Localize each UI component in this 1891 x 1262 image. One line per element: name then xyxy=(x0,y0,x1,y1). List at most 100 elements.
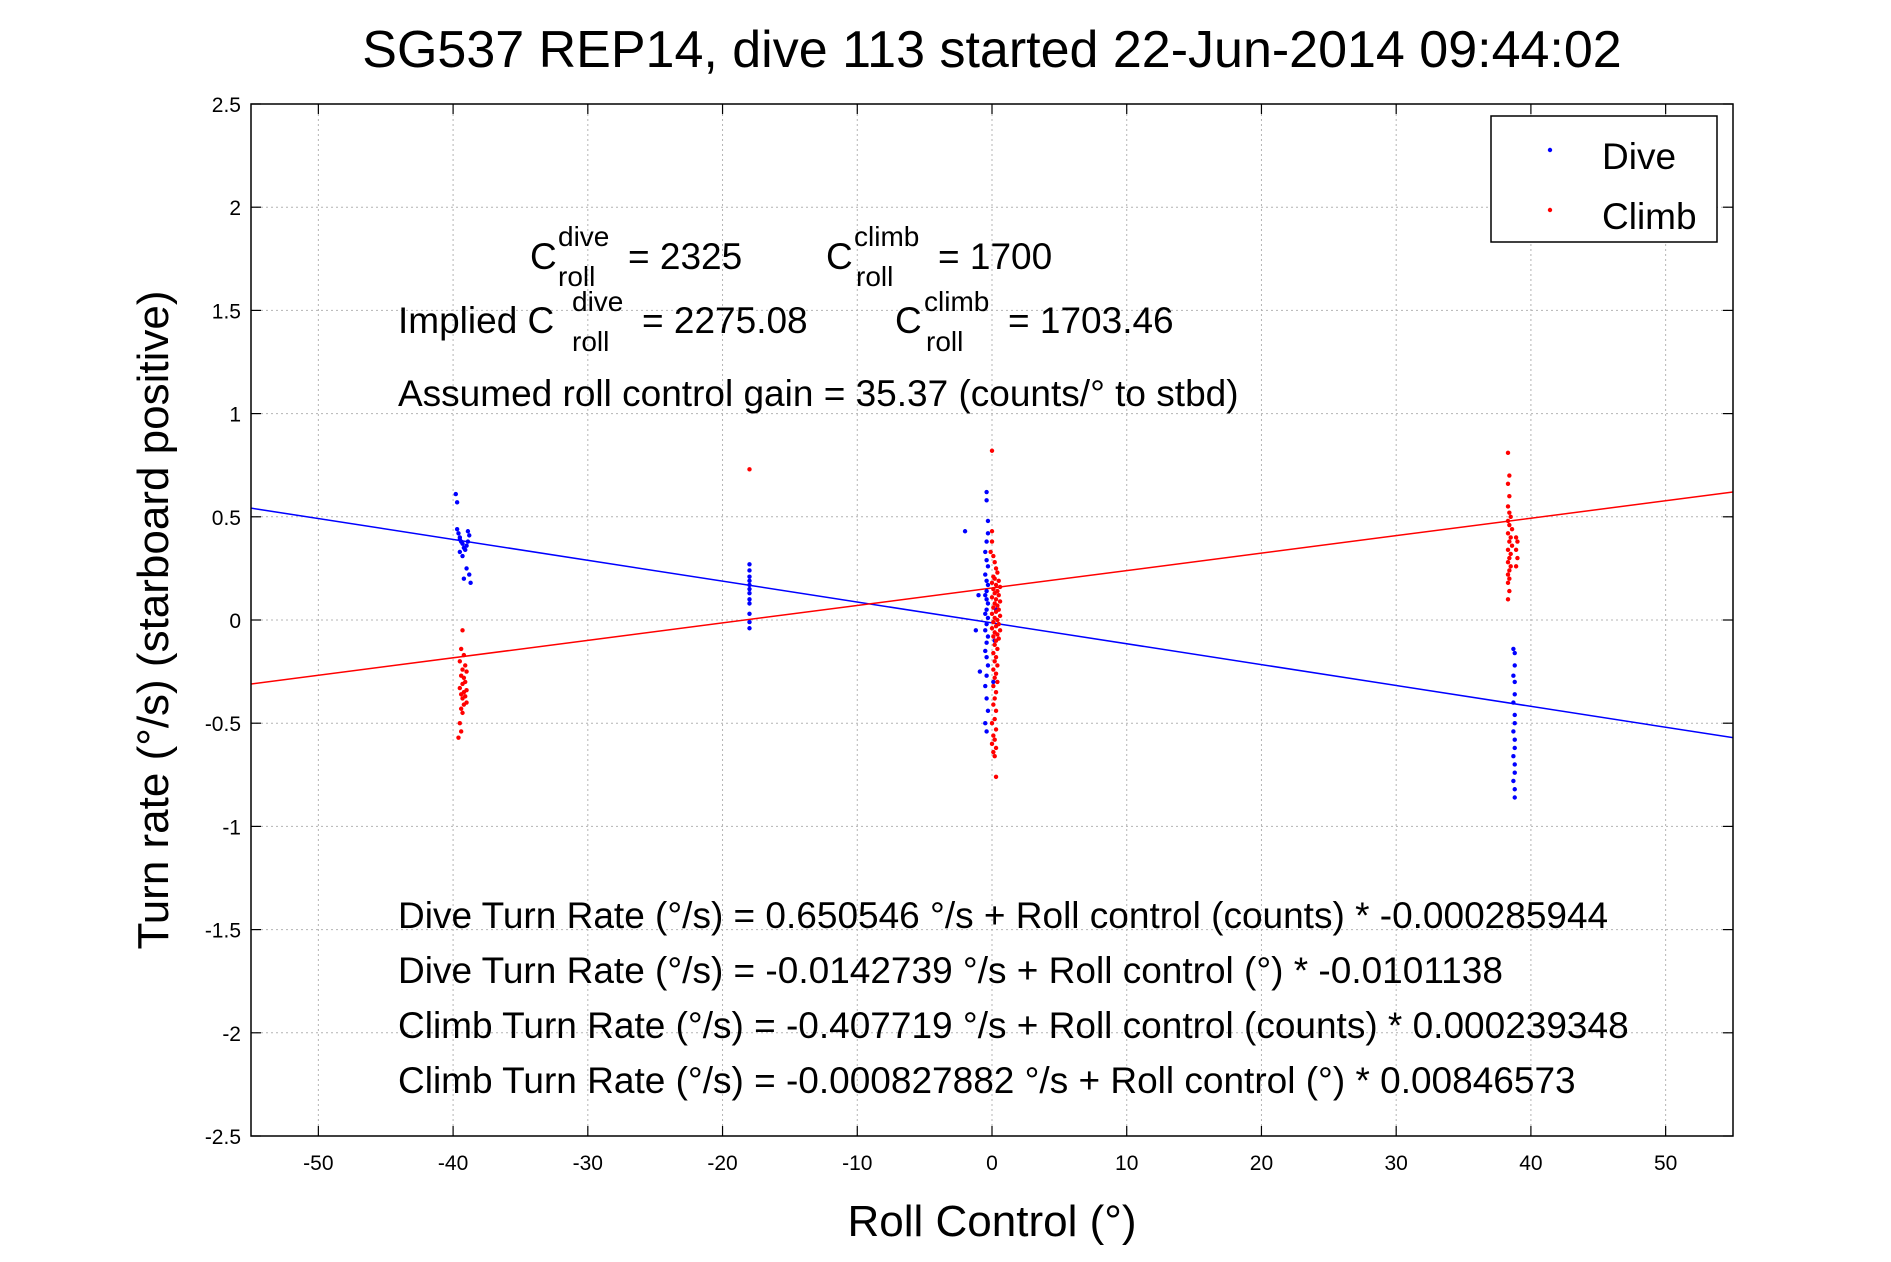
data-point-climb xyxy=(458,706,464,711)
x-tick-label: 10 xyxy=(1115,1152,1138,1175)
data-point-dive xyxy=(985,582,991,588)
data-point-climb xyxy=(993,690,999,695)
series-dive xyxy=(453,489,1517,800)
data-point-dive xyxy=(984,673,989,678)
data-point-climb xyxy=(1515,555,1520,561)
data-point-climb xyxy=(997,613,1003,619)
legend-label-dive: Dive xyxy=(1602,136,1676,177)
data-point-dive xyxy=(985,634,991,639)
data-point-dive xyxy=(464,566,469,571)
data-point-dive xyxy=(465,539,471,544)
y-axis-ticks: 2.5 2 1.5 1 0.5 0 -0.5 -1 -1.5 -2 -2.5 xyxy=(205,94,1733,1149)
data-point-climb xyxy=(1507,568,1512,573)
data-point-climb xyxy=(995,617,1000,623)
data-point-climb xyxy=(458,692,464,697)
x-tick-label: -20 xyxy=(707,1152,737,1175)
c-roll-dive-sub: roll xyxy=(558,261,595,292)
legend-marker-dive xyxy=(1547,147,1553,153)
data-point-dive xyxy=(747,597,752,602)
data-point-climb xyxy=(1509,526,1515,532)
data-point-climb xyxy=(995,570,1000,575)
data-point-dive xyxy=(991,679,996,685)
data-point-dive xyxy=(747,619,752,625)
data-point-dive xyxy=(467,533,472,538)
data-point-climb xyxy=(1513,564,1519,569)
equation-dive-degrees: Dive Turn Rate (°/s) = -0.0142739 °/s + … xyxy=(398,950,1503,991)
data-point-climb xyxy=(1509,543,1515,548)
data-point-climb xyxy=(995,603,1000,608)
data-point-dive xyxy=(983,549,988,555)
data-point-climb xyxy=(988,549,993,555)
c-roll-climb-c: C xyxy=(826,236,853,277)
data-point-climb xyxy=(991,733,996,738)
data-point-dive xyxy=(1511,778,1516,784)
data-point-climb xyxy=(460,667,465,672)
data-point-climb xyxy=(989,595,995,600)
data-point-climb xyxy=(991,749,996,755)
equation-dive-counts: Dive Turn Rate (°/s) = 0.650546 °/s + Ro… xyxy=(398,895,1608,936)
data-point-dive xyxy=(1512,745,1517,751)
data-point-dive xyxy=(457,549,463,555)
data-point-climb xyxy=(1505,481,1511,486)
data-point-dive xyxy=(976,593,981,598)
data-point-climb xyxy=(992,737,997,742)
data-point-climb xyxy=(989,448,995,453)
implied-dive-sup: dive xyxy=(572,286,623,317)
data-point-climb xyxy=(1505,560,1511,565)
series-climb xyxy=(456,448,1520,780)
data-point-climb xyxy=(993,623,999,629)
c-roll-dive-value: = 2325 xyxy=(628,236,742,277)
data-point-climb xyxy=(457,721,463,726)
data-point-climb xyxy=(991,650,996,656)
data-point-climb xyxy=(995,679,1000,685)
data-point-dive xyxy=(984,557,989,563)
data-point-climb xyxy=(1505,450,1511,456)
legend-box xyxy=(1490,115,1718,243)
data-point-dive xyxy=(962,529,968,534)
data-point-dive xyxy=(1511,754,1516,759)
data-point-dive xyxy=(456,531,461,536)
data-point-climb xyxy=(992,716,997,722)
data-point-climb xyxy=(747,467,752,472)
data-point-climb xyxy=(1508,514,1513,519)
data-point-climb xyxy=(991,553,996,559)
data-point-dive xyxy=(984,539,989,544)
data-point-dive xyxy=(747,568,752,573)
data-point-climb xyxy=(1507,576,1512,581)
data-point-climb xyxy=(458,729,464,734)
data-point-dive xyxy=(984,498,989,503)
data-point-climb xyxy=(461,652,467,658)
data-point-climb xyxy=(991,683,996,689)
data-point-dive xyxy=(984,588,989,594)
data-point-climb xyxy=(993,774,999,780)
data-point-dive xyxy=(984,607,989,612)
data-point-dive xyxy=(747,590,752,596)
gain-annotation: Assumed roll control gain = 35.37 (count… xyxy=(398,373,1239,414)
data-point-climb xyxy=(1515,539,1520,544)
data-point-dive xyxy=(467,572,472,577)
data-point-dive xyxy=(985,531,991,536)
data-point-climb xyxy=(992,659,997,664)
data-point-dive xyxy=(985,601,991,606)
x-tick-label: 50 xyxy=(1654,1152,1677,1175)
data-point-climb xyxy=(1505,597,1511,602)
data-point-climb xyxy=(1508,564,1513,569)
implied-climb-value: = 1703.46 xyxy=(1008,300,1174,341)
data-point-climb xyxy=(992,754,997,759)
data-point-climb xyxy=(997,599,1003,604)
data-point-dive xyxy=(747,582,752,588)
x-tick-label: 40 xyxy=(1519,1152,1542,1175)
data-point-dive xyxy=(1512,787,1517,792)
data-point-dive xyxy=(985,663,991,668)
c-roll-dive-sup: dive xyxy=(558,221,609,252)
data-point-dive xyxy=(747,626,752,631)
data-point-dive xyxy=(463,547,468,553)
data-point-dive xyxy=(747,601,752,606)
data-point-climb xyxy=(989,529,995,534)
data-point-climb xyxy=(992,642,997,647)
y-tick-label: 2.5 xyxy=(212,94,241,117)
data-point-climb xyxy=(989,741,995,747)
data-point-climb xyxy=(993,671,999,676)
data-point-dive xyxy=(983,648,988,654)
